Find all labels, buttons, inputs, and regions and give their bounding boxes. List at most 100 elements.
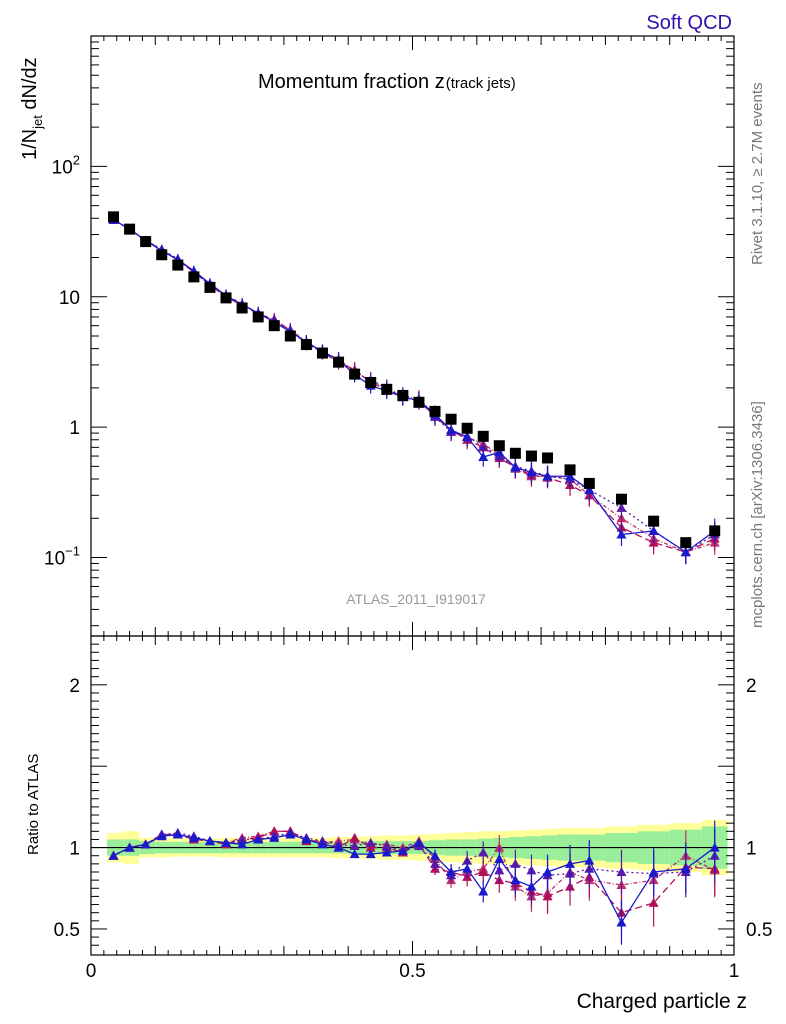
main-data-point xyxy=(462,432,473,442)
ratio-data-point xyxy=(365,849,376,859)
ratio-y-tick-label-right: 1 xyxy=(746,839,757,860)
atlas-data-point xyxy=(477,430,489,442)
atlas-data-point xyxy=(300,339,312,351)
ratio-series-layer xyxy=(108,820,720,945)
main-data-point xyxy=(446,425,457,435)
main-data-point xyxy=(478,452,489,462)
main-data-point xyxy=(648,525,659,535)
ratio-data-point xyxy=(269,832,280,842)
ratio-y-tick-label: 0.5 xyxy=(54,920,80,941)
ratio-data-point xyxy=(285,829,296,839)
main-data-point xyxy=(526,467,537,477)
main-y-axis-label: 1/Njet dN/dz xyxy=(19,57,45,160)
mcplots-info-label: mcplots.cern.ch [arXiv:1306.3436] xyxy=(749,401,766,628)
ratio-data-point xyxy=(446,866,457,876)
ratio-data-point xyxy=(648,897,659,907)
atlas-data-point xyxy=(284,330,296,342)
main-data-point xyxy=(616,529,627,539)
chart-title: Momentum fraction z(track jets) xyxy=(258,71,516,93)
atlas-data-point xyxy=(108,211,120,223)
ratio-data-point xyxy=(301,834,312,844)
ratio-data-point xyxy=(542,866,553,876)
main-y-tick-label-exp: −1 xyxy=(65,544,80,559)
ratio-data-point xyxy=(365,837,376,847)
main-data-point xyxy=(478,441,489,451)
ratio-y-tick-label-right: 0.5 xyxy=(746,920,772,941)
main-data-point xyxy=(542,471,553,481)
ratio-data-point xyxy=(565,858,576,868)
ratio-data-point xyxy=(349,832,360,842)
ratio-data-point xyxy=(140,839,151,849)
atlas-data-point xyxy=(525,450,537,462)
atlas-data-point xyxy=(542,452,554,464)
ratio-data-point xyxy=(462,863,473,873)
ratio-data-point xyxy=(172,829,183,839)
ratio-data-point xyxy=(221,837,232,847)
ratio-data-point xyxy=(478,866,489,876)
atlas-data-point xyxy=(397,389,409,401)
atlas-data-point xyxy=(172,259,184,271)
atlas-data-point xyxy=(445,413,457,425)
ratio-data-point xyxy=(365,842,376,852)
ratio-data-point xyxy=(108,850,119,860)
atlas-data-point xyxy=(268,320,280,332)
atlas-data-point xyxy=(204,281,216,293)
atlas-data-point xyxy=(648,515,660,527)
ratio-data-point xyxy=(478,886,489,896)
ratio-y-tick-label-right: 2 xyxy=(746,676,757,697)
ratio-data-point xyxy=(680,863,691,873)
atlas-data-point xyxy=(316,347,328,359)
ratio-data-point xyxy=(584,855,595,865)
ratio-data-point xyxy=(478,847,489,857)
soft-qcd-tag: Soft QCD xyxy=(646,12,732,34)
atlas-data-point xyxy=(349,368,361,380)
atlas-data-point xyxy=(381,383,393,395)
ratio-data-point xyxy=(397,845,408,855)
main-data-point xyxy=(565,471,576,481)
atlas-data-point xyxy=(680,537,692,549)
ratio-y-tick-label: 1 xyxy=(69,839,80,860)
ratio-data-point xyxy=(526,865,537,875)
x-tick-label: 0.5 xyxy=(399,961,425,982)
ratio-data-point xyxy=(269,826,280,836)
atlas-data-point xyxy=(509,447,521,459)
ratio-y-tick-label: 2 xyxy=(69,676,80,697)
ratio-data-point xyxy=(413,837,424,847)
atlas-data-point xyxy=(429,405,441,417)
ratio-series-line xyxy=(113,832,716,877)
main-series-layer xyxy=(108,211,721,565)
main-frame xyxy=(90,35,735,637)
x-tick-label: 1 xyxy=(729,961,740,982)
atlas-data-point xyxy=(365,376,377,388)
atlas-data-point xyxy=(252,311,264,323)
atlas-data-point xyxy=(583,477,595,489)
main-y-tick-label: 102 xyxy=(52,152,80,178)
ratio-data-point xyxy=(333,842,344,852)
ratio-data-point xyxy=(156,831,167,841)
ratio-data-point xyxy=(430,850,441,860)
ratio-data-point xyxy=(381,847,392,857)
ratio-data-point xyxy=(349,849,360,859)
ratio-data-point xyxy=(494,853,505,863)
atlas-data-point xyxy=(236,302,248,314)
main-y-tick-label-base: 10 xyxy=(59,288,80,309)
ratio-data-point xyxy=(204,836,215,846)
main-y-tick-label: 10−1 xyxy=(44,544,80,570)
main-y-axis-label-sub: jet xyxy=(30,115,45,130)
main-y-tick-label-exp: 2 xyxy=(73,152,80,167)
atlas-data-point xyxy=(413,396,425,408)
ratio-data-point xyxy=(510,875,521,885)
atlas-data-point xyxy=(493,440,505,452)
main-y-tick-label-base: 10 xyxy=(52,157,73,178)
ratio-data-point xyxy=(381,840,392,850)
main-y-axis-label-tail: dN/dz xyxy=(19,57,41,115)
main-y-axis-label-main: 1/N xyxy=(19,129,41,160)
atlas-data-point xyxy=(124,223,136,235)
main-y-tick-label-base: 10 xyxy=(44,549,65,570)
main-series-line xyxy=(113,219,716,553)
chart-title-sub: (track jets) xyxy=(446,75,516,92)
ratio-data-point xyxy=(648,866,659,876)
atlas-data-point xyxy=(220,292,232,304)
